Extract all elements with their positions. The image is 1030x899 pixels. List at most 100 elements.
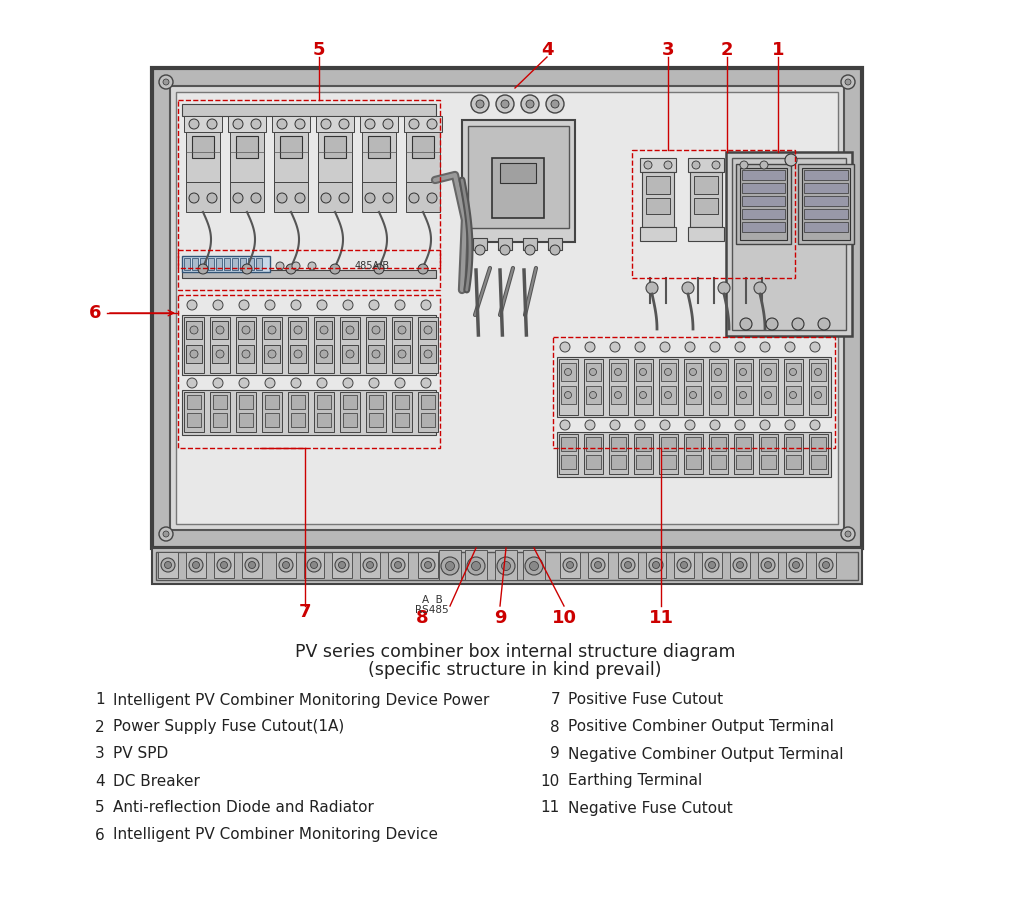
Bar bbox=[811, 363, 826, 381]
Bar bbox=[239, 395, 253, 409]
Circle shape bbox=[233, 119, 243, 129]
Circle shape bbox=[363, 558, 377, 572]
Circle shape bbox=[317, 300, 327, 310]
Circle shape bbox=[427, 119, 437, 129]
Circle shape bbox=[372, 326, 380, 334]
Circle shape bbox=[188, 558, 203, 572]
Circle shape bbox=[610, 420, 620, 430]
Bar bbox=[561, 437, 576, 451]
Circle shape bbox=[394, 300, 405, 310]
Circle shape bbox=[705, 558, 719, 572]
Circle shape bbox=[566, 562, 574, 568]
Bar bbox=[804, 196, 848, 206]
Bar bbox=[412, 136, 434, 158]
Circle shape bbox=[740, 318, 752, 330]
Circle shape bbox=[320, 350, 328, 358]
Bar bbox=[186, 552, 206, 578]
Bar bbox=[369, 413, 383, 427]
Bar bbox=[186, 345, 202, 363]
Circle shape bbox=[216, 326, 224, 334]
Bar bbox=[462, 120, 575, 242]
Bar bbox=[786, 363, 801, 381]
Circle shape bbox=[335, 558, 349, 572]
Bar bbox=[178, 250, 440, 290]
Bar bbox=[811, 437, 826, 451]
Circle shape bbox=[792, 562, 799, 568]
Circle shape bbox=[317, 378, 327, 388]
Bar bbox=[224, 258, 230, 270]
Text: Negative Combiner Output Terminal: Negative Combiner Output Terminal bbox=[568, 746, 844, 761]
Circle shape bbox=[764, 369, 771, 376]
Circle shape bbox=[159, 75, 173, 89]
Circle shape bbox=[295, 193, 305, 203]
Circle shape bbox=[265, 300, 275, 310]
Text: 6: 6 bbox=[89, 304, 101, 322]
Bar bbox=[761, 437, 776, 451]
Text: 7: 7 bbox=[550, 692, 560, 708]
Circle shape bbox=[383, 119, 393, 129]
Bar bbox=[468, 126, 569, 228]
Bar bbox=[213, 395, 227, 409]
Circle shape bbox=[615, 369, 621, 376]
Circle shape bbox=[664, 391, 672, 398]
Circle shape bbox=[291, 262, 300, 270]
Bar bbox=[236, 392, 256, 432]
Bar bbox=[811, 455, 826, 469]
Bar bbox=[394, 413, 409, 427]
Bar bbox=[736, 363, 751, 381]
Circle shape bbox=[740, 161, 748, 169]
Text: A  B: A B bbox=[421, 595, 442, 605]
Bar bbox=[182, 315, 436, 375]
Circle shape bbox=[421, 558, 435, 572]
Circle shape bbox=[785, 154, 797, 166]
Circle shape bbox=[560, 420, 570, 430]
Bar bbox=[230, 132, 264, 182]
Bar bbox=[186, 132, 220, 182]
Bar bbox=[684, 434, 703, 474]
Bar bbox=[732, 158, 846, 330]
Bar bbox=[659, 359, 678, 415]
Circle shape bbox=[640, 369, 647, 376]
Circle shape bbox=[213, 300, 224, 310]
Bar bbox=[343, 395, 357, 409]
Bar bbox=[736, 227, 772, 241]
Circle shape bbox=[369, 300, 379, 310]
Circle shape bbox=[610, 342, 620, 352]
Bar bbox=[238, 321, 254, 339]
Circle shape bbox=[242, 350, 250, 358]
Bar bbox=[366, 317, 386, 373]
Circle shape bbox=[815, 391, 822, 398]
Bar bbox=[236, 317, 256, 373]
Circle shape bbox=[525, 557, 543, 575]
Text: 11: 11 bbox=[649, 609, 674, 627]
Circle shape bbox=[187, 378, 197, 388]
Bar bbox=[265, 395, 279, 409]
Circle shape bbox=[550, 245, 560, 255]
Bar bbox=[228, 116, 266, 132]
Circle shape bbox=[736, 562, 744, 568]
Bar bbox=[318, 182, 352, 212]
Bar bbox=[759, 359, 778, 415]
Circle shape bbox=[424, 326, 432, 334]
Bar bbox=[742, 222, 785, 232]
Bar bbox=[742, 198, 766, 214]
Bar bbox=[317, 395, 331, 409]
Circle shape bbox=[589, 391, 596, 398]
Circle shape bbox=[764, 562, 771, 568]
Text: 4: 4 bbox=[541, 41, 553, 59]
Bar bbox=[742, 176, 766, 194]
Circle shape bbox=[369, 378, 379, 388]
Bar bbox=[187, 413, 201, 427]
Text: 11: 11 bbox=[541, 800, 560, 815]
Bar bbox=[394, 321, 410, 339]
Bar bbox=[557, 357, 831, 417]
Bar bbox=[804, 170, 848, 180]
Bar bbox=[465, 550, 487, 580]
Text: 1: 1 bbox=[96, 692, 105, 708]
Bar bbox=[248, 258, 254, 270]
Bar bbox=[694, 198, 718, 214]
Circle shape bbox=[790, 391, 796, 398]
Bar bbox=[182, 104, 436, 116]
Circle shape bbox=[842, 75, 855, 89]
Circle shape bbox=[790, 369, 796, 376]
